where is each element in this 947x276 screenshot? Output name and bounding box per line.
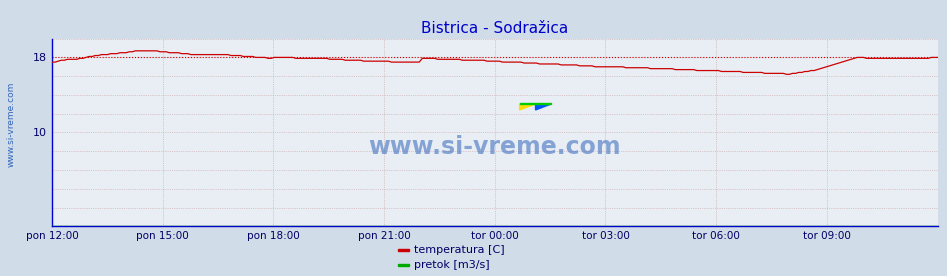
Polygon shape: [520, 104, 536, 110]
Text: www.si-vreme.com: www.si-vreme.com: [368, 136, 621, 160]
Text: pretok [m3/s]: pretok [m3/s]: [414, 260, 490, 270]
Polygon shape: [536, 104, 551, 110]
Bar: [520, 102, 551, 104]
Text: temperatura [C]: temperatura [C]: [414, 245, 505, 255]
Title: Bistrica - Sodražica: Bistrica - Sodražica: [421, 21, 568, 36]
Text: www.si-vreme.com: www.si-vreme.com: [7, 81, 16, 167]
